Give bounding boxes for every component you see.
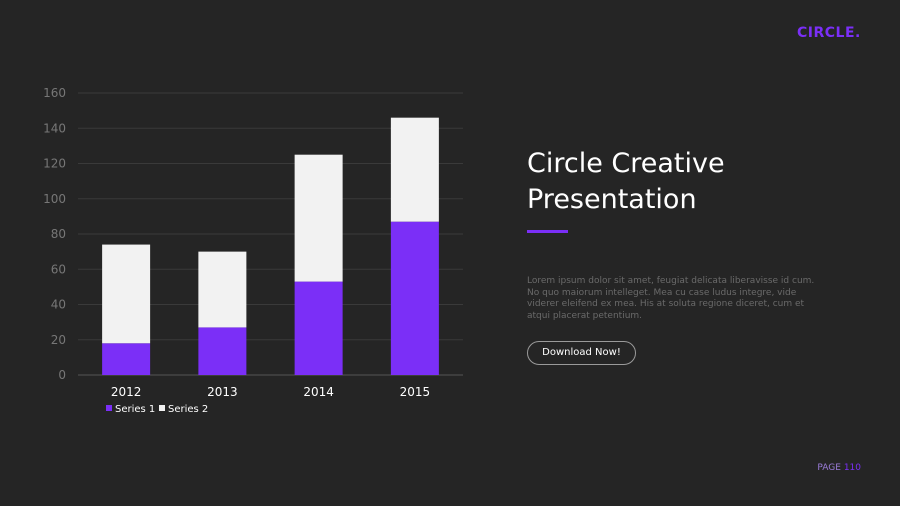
legend-label-series-1: Series 1 (115, 404, 155, 415)
y-tick-label: 0 (58, 368, 66, 382)
legend-swatch-series-1 (106, 405, 112, 411)
y-tick-label: 140 (43, 121, 66, 135)
brand-logo: CIRCLE. (797, 25, 861, 41)
y-tick-label: 120 (43, 157, 66, 171)
y-tick-label: 60 (51, 262, 66, 276)
y-tick-label: 40 (51, 298, 66, 312)
title-line-1: Circle Creative (527, 148, 725, 179)
y-tick-label: 20 (51, 333, 66, 347)
y-axis-ticks: 0 20 40 60 80 100 120 140 160 (43, 86, 66, 382)
x-category-label: 2015 (400, 385, 431, 399)
accent-divider (527, 230, 568, 233)
page-number-value: 110 (843, 463, 861, 473)
x-category-label: 2013 (207, 385, 238, 399)
title-line-2: Presentation (527, 184, 697, 215)
bar-2014-series-2 (294, 154, 343, 282)
y-tick-label: 100 (43, 192, 66, 206)
legend-swatch-series-2 (159, 405, 165, 411)
chart-bars (102, 117, 439, 375)
y-tick-label: 160 (43, 86, 66, 100)
x-category-label: 2012 (111, 385, 142, 399)
legend-label-series-2: Series 2 (168, 404, 208, 415)
download-button[interactable]: Download Now! (527, 341, 636, 365)
x-axis-categories: 2012 2013 2014 2015 (111, 385, 430, 399)
bar-2012-series-1 (102, 343, 151, 375)
chart-legend: Series 1 Series 2 (106, 404, 208, 415)
body-paragraph: Lorem ipsum dolor sit amet, feugiat deli… (527, 276, 815, 321)
x-category-label: 2014 (303, 385, 334, 399)
page-number: PAGE 110 (806, 463, 861, 473)
bar-2015-series-2 (390, 117, 439, 222)
y-tick-label: 80 (51, 227, 66, 241)
slide-title: Circle Creative Presentation (527, 146, 867, 218)
bar-2014-series-1 (294, 281, 343, 375)
stacked-bar-chart: 0 20 40 60 80 100 120 140 160 2012 2013 2014 2015 S… (43, 86, 463, 415)
page-label: PAGE (817, 463, 841, 473)
bar-2015-series-1 (390, 221, 439, 375)
bar-2013-series-2 (198, 251, 247, 328)
bar-2012-series-2 (102, 244, 151, 344)
bar-2013-series-1 (198, 327, 247, 375)
